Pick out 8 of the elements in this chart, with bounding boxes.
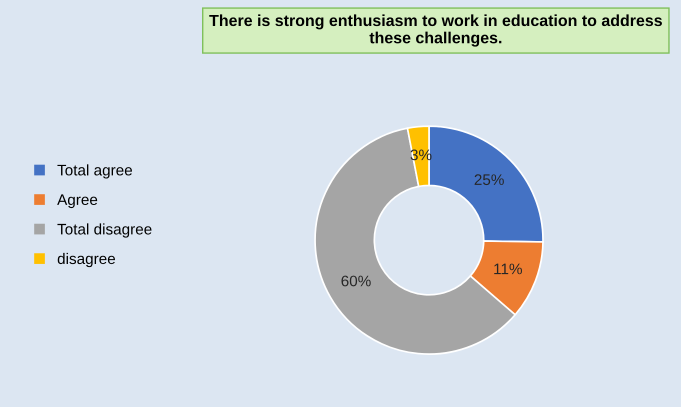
legend-label: Agree — [57, 194, 98, 208]
legend-label: disagree — [58, 252, 116, 268]
legend-label: Total disagree — [57, 223, 152, 238]
data-label: 11% — [494, 264, 522, 274]
data-label: 60% — [341, 276, 371, 286]
data-label: 25% — [474, 174, 504, 186]
legend-label: Total agree — [57, 164, 132, 179]
chart-title: There is strong enthusiasm to work in education to address these challenges. — [209, 14, 662, 47]
